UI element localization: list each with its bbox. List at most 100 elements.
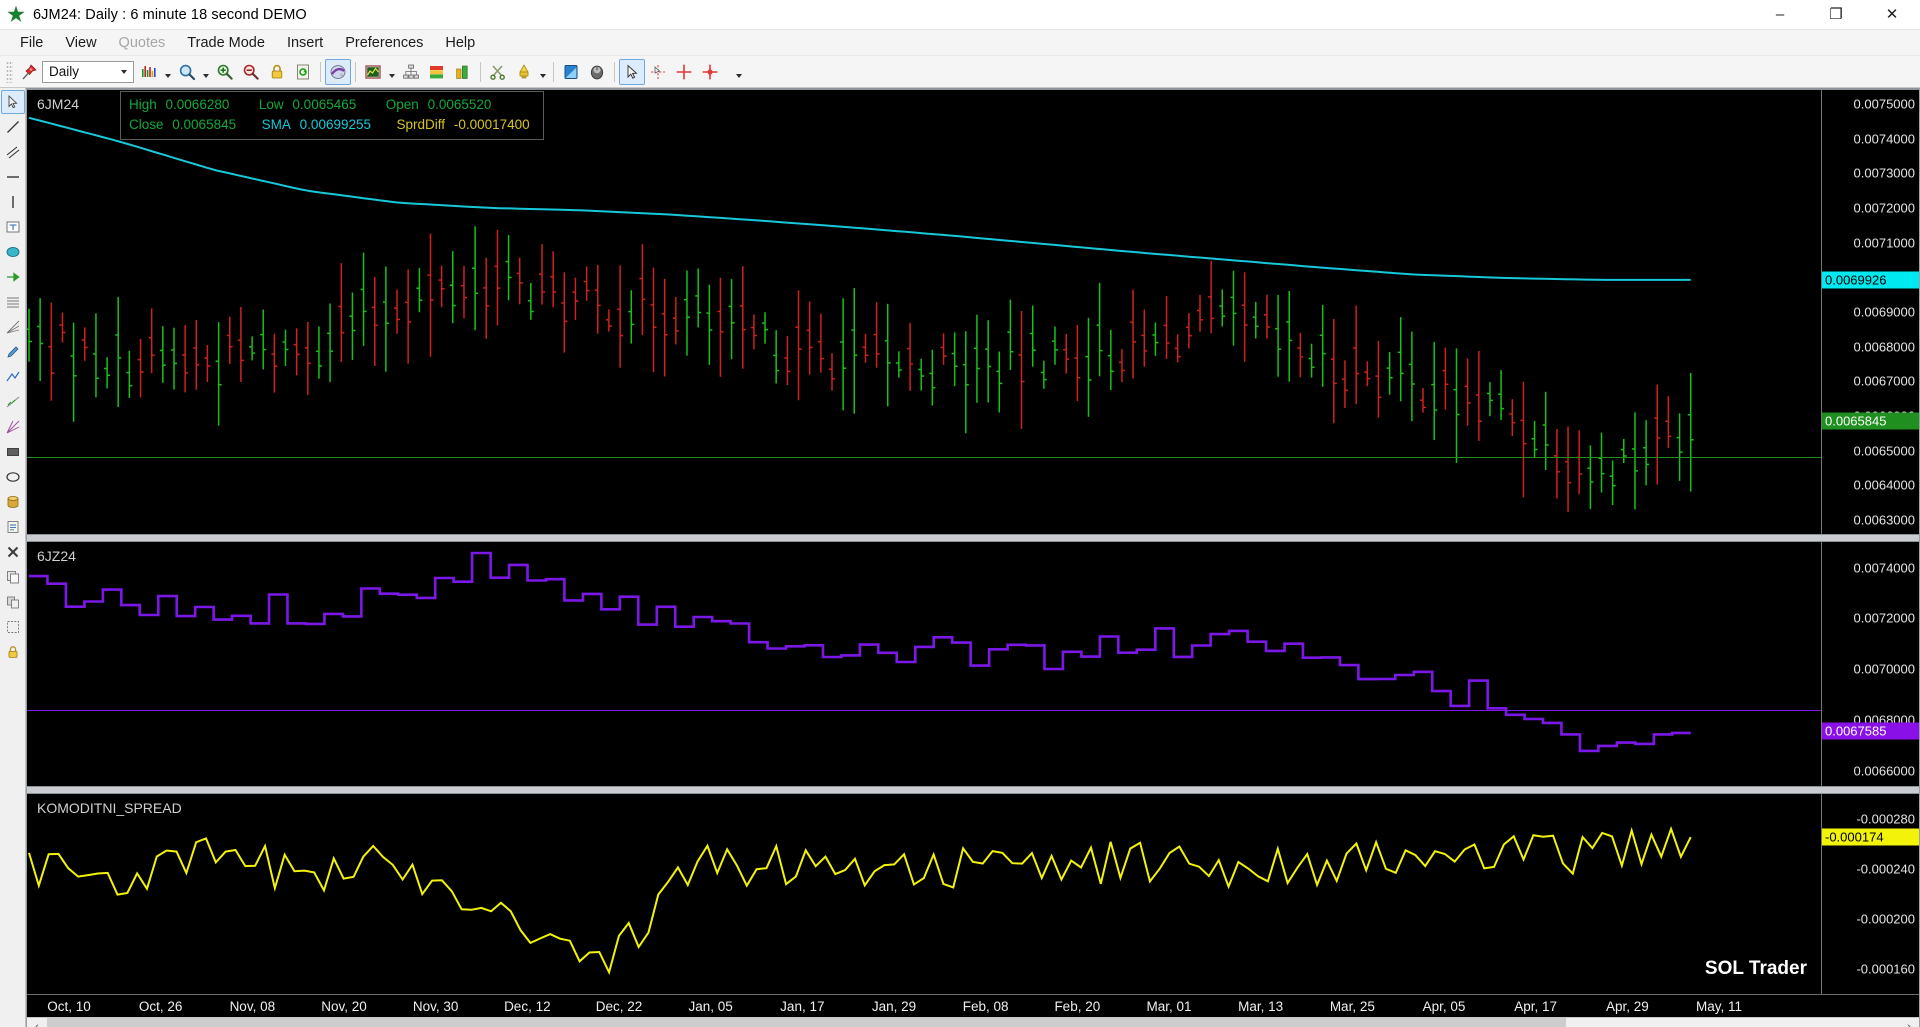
panel-price[interactable]: 6JM24 High 0.0066280 Low 0.0065465 Open … <box>27 90 1919 534</box>
arrow-tool[interactable] <box>1 265 25 289</box>
zoom-dropdown-arrow[interactable] <box>200 59 212 85</box>
pin-chart-icon[interactable] <box>16 59 42 85</box>
date-axis-label: Feb, 08 <box>962 999 1009 1015</box>
axis-price-tag: 0.0065845 <box>1822 412 1919 430</box>
scroll-left-button[interactable]: ‹ <box>27 1018 47 1027</box>
legend-open-label: Open <box>385 97 419 112</box>
horizontal-scrollbar[interactable]: ‹ › <box>27 1017 1919 1027</box>
gradient-bars-icon[interactable] <box>424 59 450 85</box>
menu-file[interactable]: File <box>20 34 44 51</box>
panel-second-contract-plot[interactable]: 6JZ24 <box>27 542 1821 787</box>
blue-window-icon[interactable] <box>558 59 584 85</box>
menu-view[interactable]: View <box>65 34 97 51</box>
window-controls: – ❐ ✕ <box>1752 0 1920 30</box>
zoom-out-icon[interactable] <box>238 59 264 85</box>
scroll-track[interactable] <box>47 1018 1899 1027</box>
gann-tool[interactable] <box>1 415 25 439</box>
crosshair-small-icon[interactable] <box>645 59 671 85</box>
price-series-svg <box>27 116 1694 512</box>
duplicate-tool[interactable] <box>1 590 25 614</box>
axis-tick: 0.0065000 <box>1853 443 1915 459</box>
panel-second-contract[interactable]: 6JZ24 0.0066000 0.0068000 0.0070000 0.00720… <box>27 542 1919 787</box>
date-axis[interactable]: Oct, 10 Oct, 26 Nov, 08 Nov, 20 Nov, 30 Dec, … <box>27 994 1919 1018</box>
scroll-right-button[interactable]: › <box>1899 1018 1919 1027</box>
main-toolbar: Daily <box>0 56 1920 88</box>
legend-open-value: 0.0065520 <box>427 97 492 112</box>
date-axis-label: Jan, 05 <box>688 999 733 1015</box>
menu-trade-mode[interactable]: Trade Mode <box>187 34 265 51</box>
ellipse-outline-tool[interactable] <box>1 465 25 489</box>
line-tool[interactable] <box>1 115 25 139</box>
indicator-dropdown-arrow[interactable] <box>162 59 174 85</box>
highlighter-icon[interactable] <box>511 59 537 85</box>
rectangle-tool[interactable] <box>1 440 25 464</box>
toolbar-separator-4 <box>553 61 554 82</box>
fib-fan-tool[interactable] <box>1 315 25 339</box>
toolbar-overflow-arrow[interactable] <box>733 59 745 85</box>
panel-separator-2[interactable] <box>27 786 1919 795</box>
date-axis-label: Nov, 20 <box>321 999 367 1015</box>
second-contract-series-svg <box>29 551 1691 753</box>
second-contract-axis[interactable]: 0.0066000 0.0068000 0.0070000 0.0072000 0.00… <box>1821 542 1919 787</box>
chart-image-icon[interactable] <box>360 59 386 85</box>
grid-tool[interactable] <box>1 615 25 639</box>
cursor-arrow-icon[interactable] <box>619 58 645 85</box>
toolbar-grip[interactable] <box>6 60 13 83</box>
ellipse-tool[interactable] <box>1 240 25 264</box>
palette-icon[interactable] <box>325 58 351 85</box>
pointer-tool[interactable] <box>0 90 25 114</box>
panel-spread[interactable]: KOMODITNI_SPREAD SOL Trader -0.000280 -0.… <box>27 794 1919 995</box>
lock-objects-tool[interactable] <box>1 640 25 664</box>
scissors-icon[interactable] <box>485 59 511 85</box>
crosshair-icon[interactable] <box>671 59 697 85</box>
zoom-icon[interactable] <box>174 59 200 85</box>
workspace: 6JM24 High 0.0066280 Low 0.0065465 Open … <box>0 88 1920 1027</box>
bar-chart-icon[interactable] <box>450 59 476 85</box>
menu-quotes: Quotes <box>118 34 166 51</box>
panel-separator-1[interactable] <box>27 534 1919 543</box>
axis-tick: 0.0071000 <box>1853 235 1915 251</box>
toolbar-separator-1 <box>320 61 321 82</box>
zoom-in-icon[interactable] <box>212 59 238 85</box>
chevron-down-icon <box>121 69 127 74</box>
pencil-tool[interactable] <box>1 340 25 364</box>
scroll-thumb[interactable] <box>47 1018 1566 1027</box>
menu-insert[interactable]: Insert <box>286 34 324 51</box>
horizontal-line-tool[interactable] <box>1 165 25 189</box>
price-axis[interactable]: 0.00630000.00640000.00650000.00660000.00… <box>1821 90 1919 534</box>
crosshair-dot-icon[interactable] <box>697 59 723 85</box>
menu-preferences[interactable]: Preferences <box>345 34 424 51</box>
maximize-button[interactable]: ❐ <box>1829 6 1843 23</box>
axis-tick: -0.000160 <box>1856 961 1915 977</box>
panel-spread-plot[interactable]: KOMODITNI_SPREAD SOL Trader <box>27 794 1821 995</box>
axis-tick: 0.0073000 <box>1853 165 1915 181</box>
lock-icon[interactable] <box>264 59 290 85</box>
chart-container[interactable]: 6JM24 High 0.0066280 Low 0.0065465 Open … <box>26 88 1920 1027</box>
chart-image-dropdown-arrow[interactable] <box>386 59 398 85</box>
fib-retracement-tool[interactable] <box>1 290 25 314</box>
spread-axis[interactable]: -0.000280 -0.000240 -0.000200 -0.000160 -0.0… <box>1821 794 1919 995</box>
panel-price-plot[interactable]: 6JM24 High 0.0066280 Low 0.0065465 Open … <box>27 90 1821 534</box>
vertical-line-tool[interactable] <box>1 190 25 214</box>
legend-row-2: Close 0.0065845 SMA 0.00699255 SprdDiff … <box>129 115 535 135</box>
highlighter-dropdown-arrow[interactable] <box>537 59 549 85</box>
mouse-icon[interactable] <box>584 59 610 85</box>
indicator-bars-icon[interactable] <box>136 59 162 85</box>
trend-channel-tool[interactable] <box>1 365 25 389</box>
note-tool[interactable] <box>1 515 25 539</box>
refresh-document-icon[interactable] <box>290 59 316 85</box>
delete-tool[interactable] <box>1 540 25 564</box>
axis-tick: 0.0072000 <box>1853 610 1915 626</box>
minimize-button[interactable]: – <box>1775 6 1785 23</box>
copy-object-tool[interactable] <box>1 565 25 589</box>
close-button[interactable]: ✕ <box>1885 6 1899 23</box>
timeframe-select[interactable]: Daily <box>42 60 134 83</box>
regression-tool[interactable] <box>1 390 25 414</box>
parallel-lines-tool[interactable] <box>1 140 25 164</box>
watermark: SOL Trader <box>1704 958 1807 980</box>
text-box-tool[interactable] <box>1 215 25 239</box>
cylinder-tool[interactable] <box>1 490 25 514</box>
axis-price-tag: 0.0069926 <box>1822 271 1919 289</box>
menu-help[interactable]: Help <box>445 34 476 51</box>
hierarchy-icon[interactable] <box>398 59 424 85</box>
